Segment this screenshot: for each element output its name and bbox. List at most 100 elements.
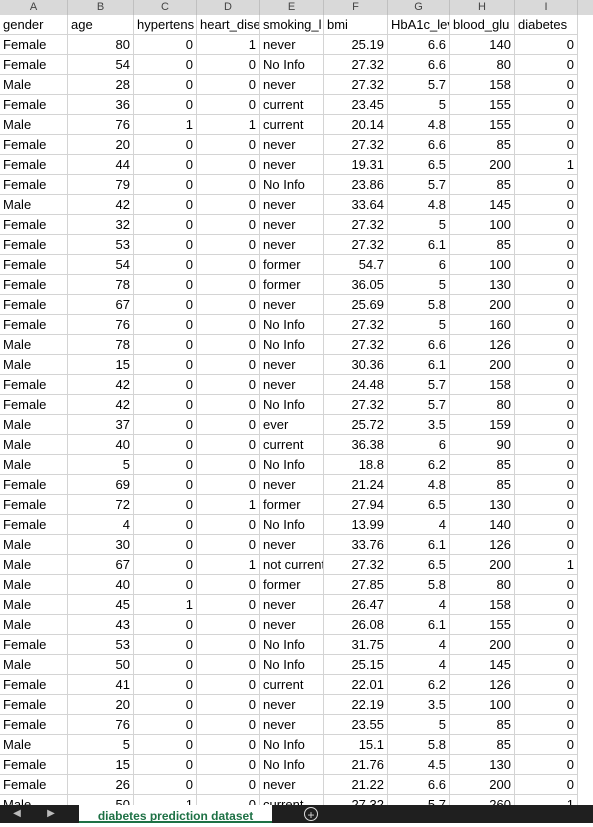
table-cell[interactable]: Male bbox=[0, 115, 68, 135]
table-cell[interactable]: 0 bbox=[515, 235, 578, 255]
table-cell[interactable]: 200 bbox=[450, 295, 515, 315]
table-cell[interactable]: 0 bbox=[134, 535, 197, 555]
table-cell[interactable]: No Info bbox=[260, 515, 324, 535]
table-cell[interactable]: 5 bbox=[388, 275, 450, 295]
plus-icon[interactable]: + bbox=[304, 807, 318, 821]
table-cell[interactable]: 27.85 bbox=[324, 575, 388, 595]
table-cell[interactable]: 67 bbox=[68, 555, 134, 575]
table-cell[interactable]: current bbox=[260, 95, 324, 115]
table-cell[interactable]: former bbox=[260, 275, 324, 295]
table-cell[interactable]: 0 bbox=[515, 55, 578, 75]
table-cell[interactable]: 25.72 bbox=[324, 415, 388, 435]
column-letter-f[interactable]: F bbox=[324, 0, 388, 15]
table-cell[interactable]: 200 bbox=[450, 155, 515, 175]
table-cell[interactable]: 0 bbox=[197, 195, 260, 215]
table-cell[interactable]: never bbox=[260, 715, 324, 735]
table-cell[interactable]: No Info bbox=[260, 175, 324, 195]
table-cell[interactable]: 0 bbox=[515, 195, 578, 215]
table-cell[interactable]: 0 bbox=[515, 335, 578, 355]
table-cell[interactable]: 0 bbox=[515, 75, 578, 95]
table-cell[interactable]: 0 bbox=[197, 515, 260, 535]
column-header-cell[interactable]: bmi bbox=[324, 15, 388, 35]
table-cell[interactable]: 21.22 bbox=[324, 775, 388, 795]
table-cell[interactable]: current bbox=[260, 115, 324, 135]
table-cell[interactable]: 42 bbox=[68, 395, 134, 415]
table-cell[interactable]: 0 bbox=[197, 275, 260, 295]
table-cell[interactable]: Female bbox=[0, 635, 68, 655]
table-cell[interactable]: No Info bbox=[260, 635, 324, 655]
table-cell[interactable]: Female bbox=[0, 215, 68, 235]
table-cell[interactable]: 0 bbox=[197, 795, 260, 805]
table-cell[interactable]: 0 bbox=[134, 275, 197, 295]
table-cell[interactable]: 27.32 bbox=[324, 75, 388, 95]
column-letter-h[interactable]: H bbox=[450, 0, 515, 15]
table-cell[interactable]: 0 bbox=[197, 755, 260, 775]
table-cell[interactable]: 23.45 bbox=[324, 95, 388, 115]
table-cell[interactable]: 200 bbox=[450, 355, 515, 375]
table-cell[interactable]: Female bbox=[0, 375, 68, 395]
table-cell[interactable]: 0 bbox=[197, 435, 260, 455]
table-cell[interactable]: 126 bbox=[450, 335, 515, 355]
table-cell[interactable]: 0 bbox=[515, 455, 578, 475]
table-cell[interactable]: 155 bbox=[450, 95, 515, 115]
table-cell[interactable]: 0 bbox=[515, 475, 578, 495]
table-cell[interactable]: 67 bbox=[68, 295, 134, 315]
table-cell[interactable]: former bbox=[260, 255, 324, 275]
table-cell[interactable]: Male bbox=[0, 735, 68, 755]
table-cell[interactable]: 0 bbox=[134, 415, 197, 435]
table-cell[interactable]: 6.2 bbox=[388, 675, 450, 695]
table-cell[interactable]: 0 bbox=[134, 175, 197, 195]
table-cell[interactable]: 0 bbox=[134, 715, 197, 735]
table-cell[interactable]: 0 bbox=[515, 175, 578, 195]
table-cell[interactable]: 0 bbox=[134, 135, 197, 155]
table-cell[interactable]: 0 bbox=[197, 575, 260, 595]
table-cell[interactable]: 0 bbox=[197, 715, 260, 735]
table-cell[interactable]: 25.19 bbox=[324, 35, 388, 55]
table-cell[interactable]: never bbox=[260, 75, 324, 95]
table-cell[interactable]: 40 bbox=[68, 575, 134, 595]
table-cell[interactable]: Male bbox=[0, 195, 68, 215]
table-cell[interactable]: 72 bbox=[68, 495, 134, 515]
table-cell[interactable]: No Info bbox=[260, 315, 324, 335]
table-cell[interactable]: 145 bbox=[450, 195, 515, 215]
table-cell[interactable]: 0 bbox=[515, 575, 578, 595]
table-cell[interactable]: Female bbox=[0, 135, 68, 155]
table-cell[interactable]: 6 bbox=[388, 255, 450, 275]
table-cell[interactable]: 160 bbox=[450, 315, 515, 335]
table-cell[interactable]: 1 bbox=[134, 795, 197, 805]
column-header-cell[interactable]: blood_glu bbox=[450, 15, 515, 35]
column-header-cell[interactable]: smoking_l bbox=[260, 15, 324, 35]
table-cell[interactable]: current bbox=[260, 675, 324, 695]
table-cell[interactable]: 4 bbox=[388, 515, 450, 535]
table-cell[interactable]: 0 bbox=[134, 95, 197, 115]
table-cell[interactable]: 0 bbox=[515, 295, 578, 315]
table-cell[interactable]: 6.6 bbox=[388, 135, 450, 155]
table-cell[interactable]: 23.86 bbox=[324, 175, 388, 195]
table-cell[interactable]: 1 bbox=[197, 495, 260, 515]
table-cell[interactable]: 1 bbox=[134, 595, 197, 615]
table-cell[interactable]: Female bbox=[0, 495, 68, 515]
table-cell[interactable]: 0 bbox=[197, 255, 260, 275]
table-cell[interactable]: 0 bbox=[197, 95, 260, 115]
table-cell[interactable]: Female bbox=[0, 395, 68, 415]
table-cell[interactable]: 0 bbox=[197, 55, 260, 75]
table-cell[interactable]: 0 bbox=[197, 155, 260, 175]
table-cell[interactable]: 100 bbox=[450, 255, 515, 275]
table-cell[interactable]: never bbox=[260, 535, 324, 555]
table-cell[interactable]: 45 bbox=[68, 595, 134, 615]
table-cell[interactable]: 25.15 bbox=[324, 655, 388, 675]
column-letter-e[interactable]: E bbox=[260, 0, 324, 15]
table-cell[interactable]: 4 bbox=[388, 595, 450, 615]
table-cell[interactable]: never bbox=[260, 475, 324, 495]
table-cell[interactable]: Female bbox=[0, 695, 68, 715]
table-cell[interactable]: 13.99 bbox=[324, 515, 388, 535]
table-cell[interactable]: 0 bbox=[515, 135, 578, 155]
table-cell[interactable]: 28 bbox=[68, 75, 134, 95]
table-cell[interactable]: 31.75 bbox=[324, 635, 388, 655]
column-letter-c[interactable]: C bbox=[134, 0, 197, 15]
table-cell[interactable]: 5 bbox=[68, 735, 134, 755]
table-cell[interactable]: 21.24 bbox=[324, 475, 388, 495]
table-cell[interactable]: 158 bbox=[450, 595, 515, 615]
table-cell[interactable]: Female bbox=[0, 775, 68, 795]
table-cell[interactable]: 26 bbox=[68, 775, 134, 795]
